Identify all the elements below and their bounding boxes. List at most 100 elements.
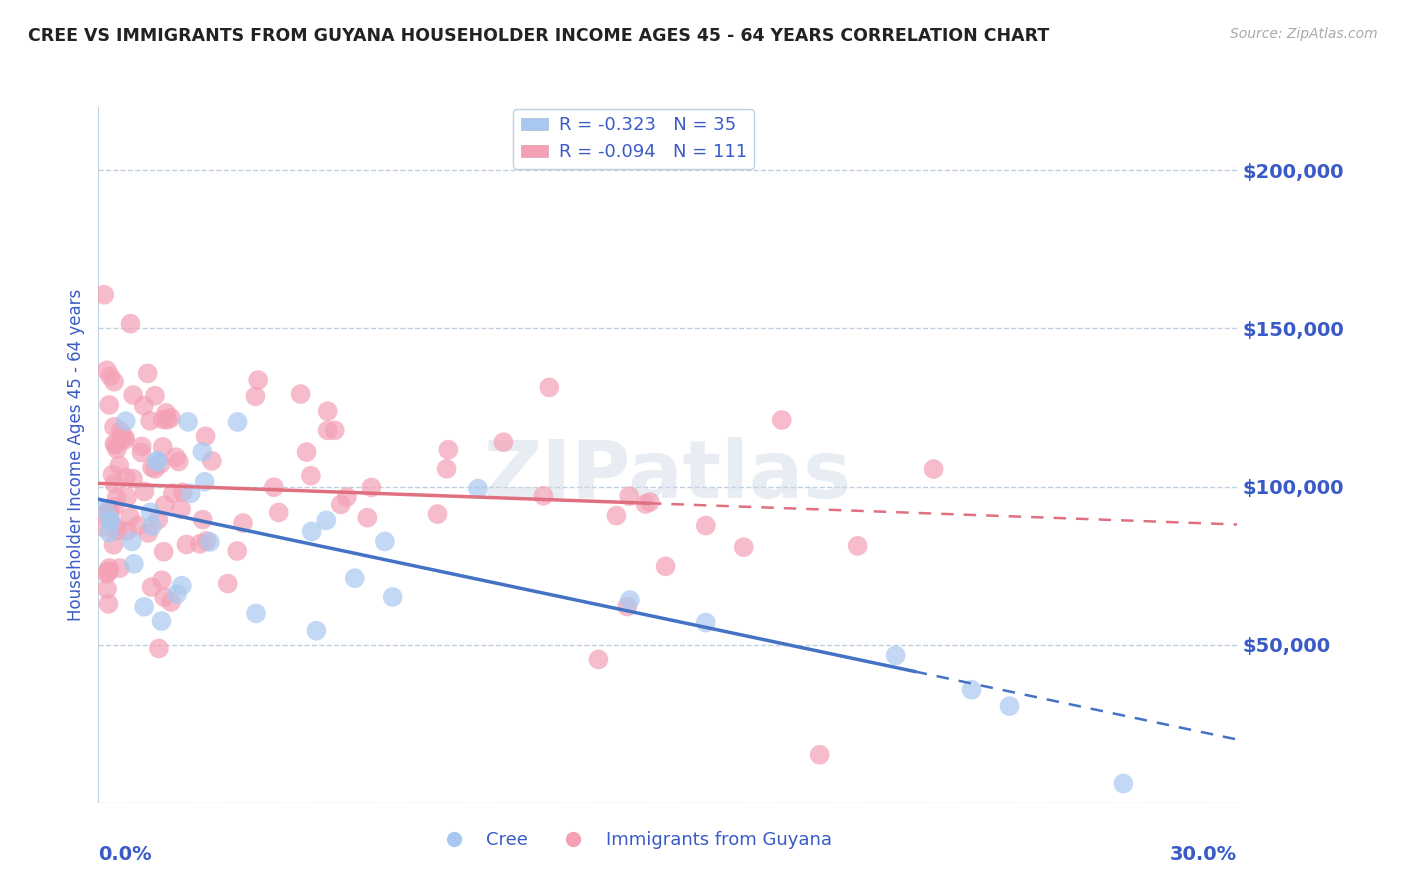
Point [166, 587, 188, 601]
Point [437, 442, 460, 457]
Point [316, 423, 339, 437]
Point [315, 513, 337, 527]
Legend: Cree, Immigrants from Guyana: Cree, Immigrants from Guyana [429, 824, 839, 856]
Point [177, 415, 200, 429]
Text: 30.0%: 30.0% [1170, 845, 1237, 863]
Point [305, 624, 328, 638]
Point [245, 607, 267, 621]
Point [114, 430, 136, 444]
Point [103, 420, 125, 434]
Point [770, 413, 793, 427]
Point [374, 534, 396, 549]
Point [654, 559, 676, 574]
Point [103, 437, 125, 451]
Point [191, 444, 214, 458]
Point [148, 641, 170, 656]
Point [617, 489, 640, 503]
Point [323, 423, 346, 437]
Point [110, 430, 132, 444]
Point [188, 537, 211, 551]
Point [100, 513, 122, 527]
Point [94, 502, 117, 516]
Point [148, 512, 170, 526]
Point [120, 317, 142, 331]
Point [121, 534, 143, 549]
Point [150, 614, 173, 628]
Point [1112, 776, 1135, 790]
Point [98, 564, 121, 578]
Point [336, 490, 359, 504]
Point [301, 524, 323, 539]
Point [97, 597, 120, 611]
Point [194, 429, 217, 443]
Point [139, 505, 162, 519]
Point [846, 539, 869, 553]
Point [108, 561, 131, 575]
Point [134, 599, 156, 614]
Point [98, 504, 121, 518]
Point [122, 472, 145, 486]
Point [127, 518, 149, 533]
Point [290, 387, 312, 401]
Point [96, 565, 118, 579]
Point [103, 375, 125, 389]
Point [295, 445, 318, 459]
Point [467, 482, 489, 496]
Point [619, 593, 641, 607]
Point [143, 389, 166, 403]
Point [245, 389, 267, 403]
Point [96, 582, 118, 596]
Point [170, 502, 193, 516]
Point [103, 538, 125, 552]
Text: Source: ZipAtlas.com: Source: ZipAtlas.com [1230, 27, 1378, 41]
Point [115, 491, 138, 505]
Point [263, 480, 285, 494]
Point [122, 557, 145, 571]
Point [152, 440, 174, 454]
Point [226, 415, 249, 429]
Point [695, 518, 717, 533]
Point [104, 519, 127, 533]
Point [139, 414, 162, 428]
Point [114, 414, 136, 428]
Point [533, 489, 555, 503]
Point [195, 533, 218, 548]
Point [96, 363, 118, 377]
Point [170, 579, 193, 593]
Point [132, 399, 155, 413]
Point [616, 599, 638, 614]
Point [176, 537, 198, 551]
Point [115, 524, 138, 538]
Text: ZIPatlas: ZIPatlas [484, 437, 852, 515]
Text: 0.0%: 0.0% [98, 845, 152, 863]
Point [103, 476, 125, 491]
Point [152, 412, 174, 426]
Point [998, 699, 1021, 714]
Point [538, 380, 561, 394]
Point [120, 510, 142, 524]
Point [122, 388, 145, 402]
Point [108, 458, 131, 473]
Point [104, 500, 127, 514]
Point [194, 475, 217, 489]
Point [960, 682, 983, 697]
Point [165, 450, 187, 465]
Point [93, 507, 115, 521]
Point [267, 505, 290, 519]
Point [160, 411, 183, 425]
Point [922, 462, 945, 476]
Point [638, 495, 661, 509]
Point [162, 486, 184, 500]
Point [152, 545, 174, 559]
Point [98, 561, 121, 575]
Point [299, 468, 322, 483]
Point [155, 406, 177, 420]
Point [884, 648, 907, 663]
Point [180, 486, 202, 500]
Point [381, 590, 404, 604]
Point [217, 576, 239, 591]
Point [492, 435, 515, 450]
Point [167, 454, 190, 468]
Point [808, 747, 831, 762]
Point [588, 652, 610, 666]
